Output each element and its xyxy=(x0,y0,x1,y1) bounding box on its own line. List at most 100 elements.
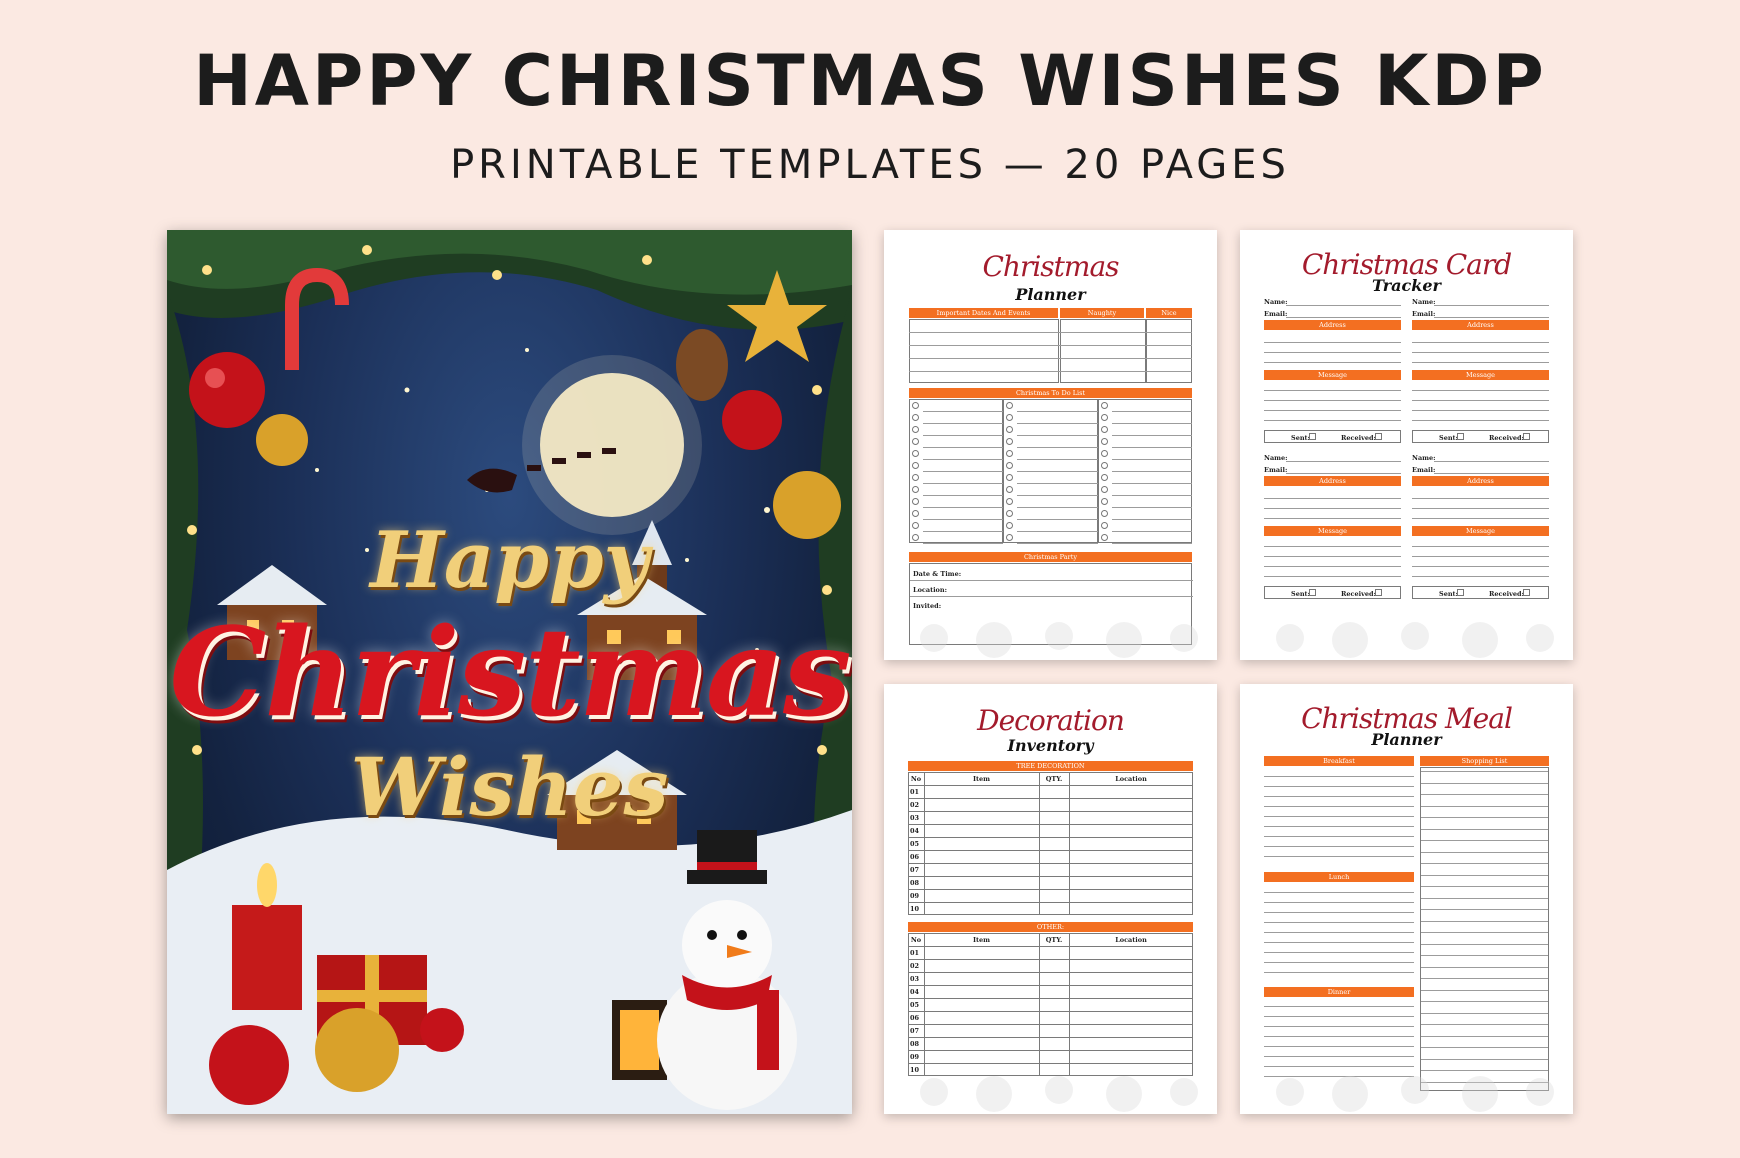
todo-checkbox-icon[interactable] xyxy=(1006,425,1014,433)
deco-tree-header: TREE DECORATION xyxy=(908,761,1193,771)
todo-checkbox-icon[interactable] xyxy=(1006,533,1014,541)
sent-checkbox[interactable] xyxy=(1457,433,1464,440)
meal-line xyxy=(1420,1047,1549,1048)
card-received-label: Received: xyxy=(1489,590,1524,598)
card-received-label: Received: xyxy=(1341,590,1376,598)
meal-line xyxy=(1264,856,1414,857)
decoration-inventory-page: Decoration Inventory TREE DECORATION No I… xyxy=(884,684,1217,1114)
card-tracker-page: Christmas Card Tracker Name: Email: Addres… xyxy=(1240,230,1573,660)
todo-checkbox-icon[interactable] xyxy=(912,461,919,469)
received-checkbox[interactable] xyxy=(1523,433,1530,440)
card-name-label: Name: xyxy=(1412,454,1436,462)
todo-checkbox-icon[interactable] xyxy=(912,449,919,457)
todo-checkbox-icon[interactable] xyxy=(912,473,919,481)
todo-checkbox-icon[interactable] xyxy=(1100,461,1108,469)
card-sent-label: Sent: xyxy=(1439,590,1458,598)
card-status-row: Sent: Received: xyxy=(1412,586,1549,599)
deco-other-header: OTHER: xyxy=(908,922,1193,932)
deco-row-number: 10 xyxy=(910,1066,920,1074)
todo-checkbox-icon[interactable] xyxy=(912,437,919,445)
card-message-header: Message xyxy=(1412,370,1549,380)
todo-checkbox-icon[interactable] xyxy=(1006,497,1014,505)
todo-checkbox-icon[interactable] xyxy=(1100,449,1108,457)
card-message-header: Message xyxy=(1264,526,1401,536)
deco-script-title: Decoration xyxy=(977,704,1125,737)
todo-line xyxy=(1111,435,1192,436)
todo-checkbox-icon[interactable] xyxy=(1006,449,1014,457)
meal-line xyxy=(1264,1006,1414,1007)
christmas-planner-page: Christmas Planner Important Dates And Ev… xyxy=(884,230,1217,660)
cover-word-wishes: Wishes xyxy=(350,740,669,834)
deco-column-header: QTY. xyxy=(1045,936,1063,944)
todo-checkbox-icon[interactable] xyxy=(912,497,919,505)
meal-line xyxy=(1420,909,1549,910)
deco-row-number: 06 xyxy=(910,1014,920,1022)
meal-line xyxy=(1420,920,1549,922)
meal-line xyxy=(1420,782,1549,784)
todo-checkbox-icon[interactable] xyxy=(1006,437,1014,445)
meal-line xyxy=(1264,836,1414,837)
todo-checkbox-icon[interactable] xyxy=(1006,485,1014,493)
meal-line xyxy=(1264,806,1414,807)
deco-subtitle: Inventory xyxy=(1007,736,1094,755)
todo-checkbox-icon[interactable] xyxy=(912,521,919,529)
todo-checkbox-icon[interactable] xyxy=(912,509,919,517)
meal-line xyxy=(1264,892,1414,893)
meal-planner-page: Christmas Meal Planner Breakfast Shoppin… xyxy=(1240,684,1573,1114)
todo-checkbox-icon[interactable] xyxy=(1100,509,1108,517)
received-checkbox[interactable] xyxy=(1375,589,1382,596)
meal-line xyxy=(1264,816,1414,817)
sent-checkbox[interactable] xyxy=(1309,589,1316,596)
todo-checkbox-icon[interactable] xyxy=(1100,437,1108,445)
todo-checkbox-icon[interactable] xyxy=(1100,521,1108,529)
todo-line xyxy=(1017,495,1098,496)
todo-checkbox-icon[interactable] xyxy=(1006,401,1014,409)
todo-checkbox-icon[interactable] xyxy=(1100,473,1108,481)
todo-checkbox-icon[interactable] xyxy=(1100,533,1108,541)
deco-row-number: 05 xyxy=(910,840,920,848)
todo-checkbox-icon[interactable] xyxy=(1100,425,1108,433)
todo-checkbox-icon[interactable] xyxy=(1100,485,1108,493)
sent-checkbox[interactable] xyxy=(1457,589,1464,596)
deco-other-table: No Item QTY. Location 01 02 03 04 05 06 07 08 09 10 xyxy=(908,933,1193,1076)
meal-line xyxy=(1264,1036,1414,1037)
todo-checkbox-icon[interactable] xyxy=(912,425,919,433)
card-status-row: Sent: Received: xyxy=(1412,430,1549,443)
todo-line xyxy=(923,495,1004,496)
meal-line xyxy=(1264,1046,1414,1047)
todo-checkbox-icon[interactable] xyxy=(1006,473,1014,481)
todo-line xyxy=(1017,423,1098,424)
received-checkbox[interactable] xyxy=(1523,589,1530,596)
deco-row-number: 03 xyxy=(910,814,920,822)
planner-col-naughty: Naughty xyxy=(1060,308,1144,318)
deco-row-number: 09 xyxy=(910,1053,920,1061)
bell-watermark-icon xyxy=(1276,622,1554,658)
todo-line xyxy=(923,519,1004,520)
todo-checkbox-icon[interactable] xyxy=(912,533,919,541)
deco-row-number: 02 xyxy=(910,801,920,809)
todo-checkbox-icon[interactable] xyxy=(912,413,919,421)
todo-checkbox-icon[interactable] xyxy=(1006,521,1014,529)
todo-checkbox-icon[interactable] xyxy=(1100,413,1108,421)
card-subtitle: Tracker xyxy=(1372,276,1441,295)
deco-row-number: 06 xyxy=(910,853,920,861)
received-checkbox[interactable] xyxy=(1375,433,1382,440)
sent-checkbox[interactable] xyxy=(1309,433,1316,440)
todo-line xyxy=(1017,459,1098,460)
meal-line xyxy=(1420,989,1549,991)
todo-checkbox-icon[interactable] xyxy=(1100,497,1108,505)
meal-line xyxy=(1264,846,1414,847)
meal-line xyxy=(1264,942,1414,943)
todo-checkbox-icon[interactable] xyxy=(1100,401,1108,409)
deco-row-number: 03 xyxy=(910,975,920,983)
todo-line xyxy=(923,507,1004,508)
meal-line xyxy=(1420,805,1549,807)
todo-checkbox-icon[interactable] xyxy=(912,401,919,409)
todo-checkbox-icon[interactable] xyxy=(912,485,919,493)
todo-checkbox-icon[interactable] xyxy=(1006,413,1014,421)
card-email-label: Email: xyxy=(1412,310,1436,318)
todo-checkbox-icon[interactable] xyxy=(1006,509,1014,517)
planner-col-nice: Nice xyxy=(1146,308,1192,318)
deco-column-header: No xyxy=(910,775,922,783)
todo-checkbox-icon[interactable] xyxy=(1006,461,1014,469)
